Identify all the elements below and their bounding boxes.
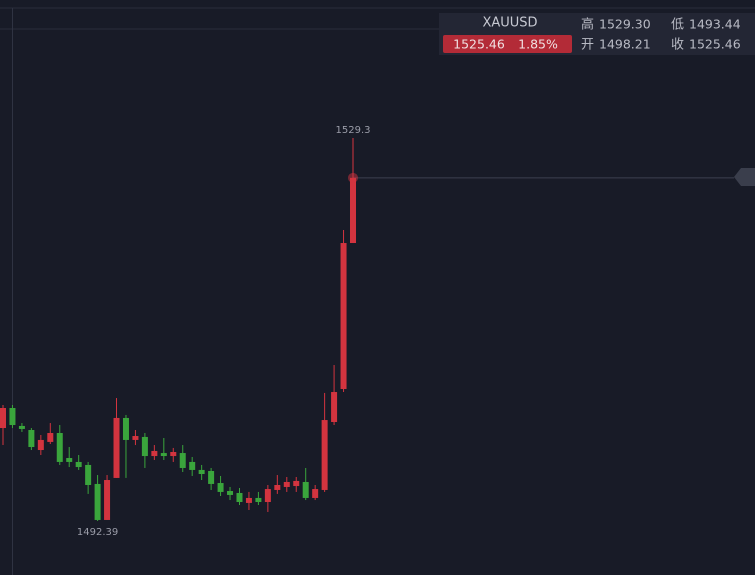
- price-chip: [443, 35, 572, 53]
- candle-body: [189, 461, 196, 470]
- min-label: 1492.39: [77, 527, 118, 538]
- candle-body: [179, 453, 186, 468]
- candle-body: [217, 483, 224, 492]
- candle-body: [104, 480, 111, 520]
- candle-body: [331, 392, 338, 423]
- candle-body: [94, 483, 101, 520]
- candle-body: [255, 497, 262, 503]
- candle-body: [37, 439, 44, 451]
- candle-body: [66, 458, 73, 462]
- candle-body: [274, 484, 281, 490]
- price: 1525.46: [453, 37, 505, 52]
- candle-body: [47, 433, 54, 442]
- candle-body: [302, 481, 309, 498]
- candle-body: [141, 436, 148, 457]
- candle-body: [132, 436, 139, 440]
- candle-body: [122, 417, 129, 440]
- candle-body: [264, 489, 271, 503]
- candle-body: [160, 453, 167, 457]
- candle-body: [75, 461, 82, 468]
- max-label: 1529.3: [336, 125, 371, 136]
- high-label: 高: [581, 17, 594, 33]
- candle-body: [170, 451, 177, 457]
- candle-body: [350, 177, 356, 244]
- symbol: XAUUSD: [482, 16, 537, 31]
- price-tag: [734, 168, 755, 186]
- candle-body: [245, 497, 252, 503]
- open-value: 1498.21: [599, 37, 651, 52]
- candle-body: [0, 407, 6, 429]
- candle-body: [293, 480, 300, 487]
- low-value: 1493.44: [689, 17, 741, 32]
- close-label: 收: [671, 38, 684, 53]
- candle-body: [208, 470, 215, 484]
- candle-body: [312, 489, 319, 498]
- low-label: 低: [671, 18, 684, 33]
- candle-body: [9, 407, 16, 426]
- candle-body: [113, 417, 120, 478]
- candle-body: [227, 491, 234, 495]
- candle-body: [236, 492, 243, 503]
- high-value: 1529.30: [599, 17, 651, 32]
- candle-body: [56, 433, 63, 462]
- candle-body: [198, 469, 205, 474]
- last-price-glow: [348, 172, 358, 183]
- candle-body: [28, 429, 35, 448]
- open-label: 开: [581, 38, 594, 53]
- candle-body: [85, 464, 92, 485]
- candle-body: [18, 425, 25, 429]
- close-value: 1525.46: [689, 37, 741, 52]
- candle-body: [151, 450, 158, 457]
- candle-body: [340, 243, 347, 390]
- candle-body: [283, 481, 290, 487]
- change: 1.85%: [518, 37, 558, 52]
- candle-body: [321, 420, 328, 490]
